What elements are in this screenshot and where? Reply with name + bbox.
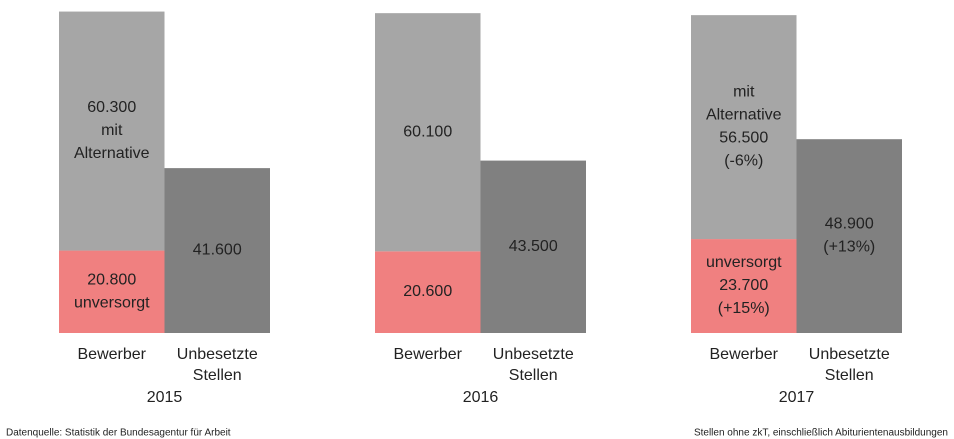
value-label: 43.500 [509, 238, 558, 255]
x-tick-label: Bewerber [394, 346, 463, 363]
bar-segment [59, 250, 165, 333]
group-label: 2016 [463, 389, 499, 406]
value-label: 60.100 [403, 123, 452, 140]
value-label: 20.600 [403, 283, 452, 300]
value-label: 41.600 [193, 242, 242, 259]
group-label: 2017 [779, 389, 815, 406]
x-tick-label: Unbesetzte Stellen [177, 346, 258, 384]
bar-segment [59, 11, 165, 251]
x-tick-label: Unbesetzte Stellen [809, 346, 890, 384]
value-label: 20.800 unversorgt [74, 271, 150, 311]
bar-segment [796, 139, 902, 333]
bar-segment [480, 160, 586, 333]
x-tick-label: Bewerber [710, 346, 779, 363]
value-label: unversorgt 23.700 (+15%) [706, 254, 782, 317]
value-label: 60.300 mit Alternative [74, 99, 150, 162]
bar-segment [375, 251, 481, 333]
value-label: 48.900 (+13%) [823, 216, 875, 256]
source-note: Datenquelle: Statistik der Bundesagentur… [6, 428, 231, 439]
x-tick-label: Unbesetzte Stellen [493, 346, 574, 384]
value-label: mit Alternative 56.500 (-6%) [706, 84, 782, 170]
bar-segment [691, 239, 797, 333]
bar-segment [164, 168, 270, 333]
footnote: Stellen ohne zkT, einschließlich Abituri… [694, 428, 948, 439]
x-tick-label: Bewerber [78, 346, 147, 363]
group-label: 2015 [147, 389, 183, 406]
bar-segment [375, 13, 481, 252]
bar-segment [691, 15, 797, 240]
